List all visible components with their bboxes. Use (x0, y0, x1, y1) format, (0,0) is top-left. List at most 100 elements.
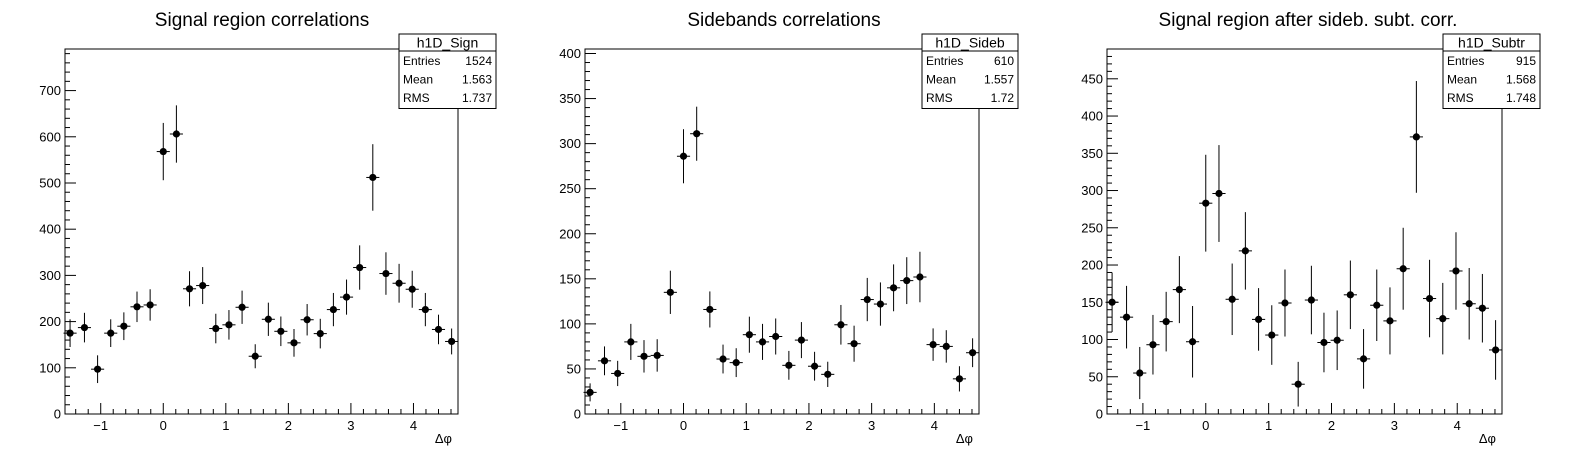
chart-title: Signal region after sideb. subt. corr. (1159, 10, 1458, 31)
marker (586, 388, 594, 396)
data-point (887, 264, 901, 312)
stats-box-frame (398, 33, 497, 109)
data-point (716, 344, 730, 374)
marker (666, 288, 674, 296)
stats-box-frame (1442, 33, 1541, 109)
x-tick-label: 2 (1328, 418, 1335, 433)
marker (1294, 380, 1302, 388)
marker (653, 351, 661, 360)
data-point (209, 313, 223, 344)
data-point (156, 122, 170, 181)
x-tick-label: −1 (613, 418, 628, 433)
data-point (1383, 287, 1397, 355)
marker (146, 301, 154, 309)
marker (225, 321, 233, 329)
y-tick-label: 300 (559, 136, 581, 151)
data-point (1462, 268, 1476, 340)
x-tick-label: 0 (680, 418, 687, 433)
marker (290, 339, 298, 347)
marker (785, 361, 793, 369)
stats-value: 1.563 (462, 73, 492, 87)
y-tick-label: 200 (1081, 258, 1103, 273)
x-tick-label: −1 (1135, 418, 1150, 433)
marker (627, 338, 635, 346)
marker (80, 324, 89, 332)
marker (640, 352, 648, 360)
y-tick-label: 450 (1081, 71, 1103, 86)
marker (942, 342, 950, 351)
y-tick-label: 200 (559, 226, 581, 241)
data-point (1409, 81, 1423, 193)
x-tick-label: 3 (868, 418, 875, 433)
x-tick-label: 3 (1391, 418, 1398, 433)
marker (824, 370, 832, 378)
data-point (794, 322, 808, 359)
marker (1307, 296, 1315, 304)
marker (929, 341, 937, 349)
marker (1346, 291, 1354, 299)
marker (1425, 294, 1434, 303)
marker (107, 329, 115, 337)
marker (889, 284, 898, 292)
data-point (1422, 259, 1437, 338)
marker (1136, 369, 1144, 377)
data-point (261, 302, 275, 336)
y-tick-label: 300 (1081, 183, 1103, 198)
data-point (769, 318, 783, 355)
data-point (782, 350, 796, 380)
marker (1373, 301, 1381, 309)
data-point (1330, 310, 1344, 371)
marker (1465, 300, 1473, 308)
marker (199, 281, 207, 290)
marker (1149, 341, 1157, 349)
stats-box: h1D_Sign Entries 1524 Mean 1.563 RMS 1.737 (398, 33, 497, 109)
data-point (104, 319, 118, 348)
stats-box: h1D_Subtr Entries 915 Mean 1.568 RMS 1.748 (1442, 33, 1541, 109)
stats-value: 1.737 (462, 91, 492, 105)
x-tick-label: 1 (222, 418, 229, 433)
marker (93, 365, 102, 373)
data-point (77, 312, 92, 343)
marker (342, 293, 351, 301)
marker (395, 279, 403, 287)
y-tick-label: 150 (1081, 295, 1103, 310)
marker (1478, 304, 1486, 312)
stats-name: h1D_Sideb (935, 35, 1004, 51)
marker (679, 152, 688, 160)
data-point (847, 325, 861, 362)
marker (1491, 346, 1500, 354)
marker (1320, 338, 1328, 347)
chart-title: Signal region correlations (155, 10, 369, 31)
marker (903, 277, 911, 285)
data-point (235, 290, 249, 324)
stats-value: 1524 (465, 54, 492, 68)
marker (1202, 199, 1210, 207)
data-point (1304, 265, 1318, 335)
marker (1452, 267, 1460, 275)
marker (837, 321, 845, 329)
y-tick-label: 0 (574, 407, 581, 422)
marker (1188, 338, 1197, 346)
marker (382, 269, 390, 278)
y-tick-label: 250 (1081, 220, 1103, 235)
x-tick-label: 2 (805, 418, 812, 433)
marker (421, 305, 429, 314)
data-point (248, 344, 262, 369)
data-point (821, 361, 835, 387)
data-point (405, 270, 419, 308)
marker (1359, 355, 1368, 363)
data-point (860, 277, 874, 322)
marker (1386, 317, 1394, 325)
data-point (274, 316, 288, 347)
data-point (1105, 272, 1119, 333)
data-point (1199, 154, 1213, 252)
marker (1412, 133, 1420, 141)
marker (758, 338, 767, 346)
y-tick-label: 400 (39, 222, 61, 237)
data-point (1436, 282, 1450, 355)
marker (1439, 315, 1447, 323)
data-point (339, 279, 354, 315)
chart-panel-2: Sidebands correlations 0 50 100 150 200 250 300… (559, 10, 1019, 446)
data-point (313, 318, 327, 349)
data-point (1343, 260, 1357, 330)
